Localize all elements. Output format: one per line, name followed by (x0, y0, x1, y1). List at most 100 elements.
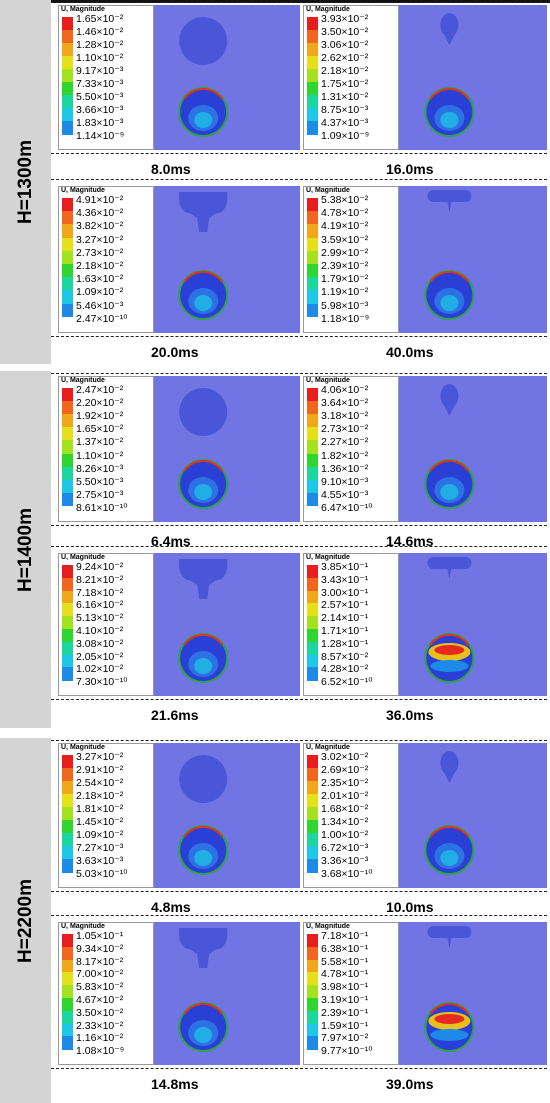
time-label: 21.6ms (151, 707, 199, 723)
target-inner-core (194, 850, 213, 866)
legend-value: 1.00×10⁻² (321, 829, 369, 841)
legend-color-bar (307, 934, 318, 1050)
projectile-drip (447, 938, 452, 948)
legend-color-cell (307, 388, 318, 402)
simulation-field (178, 559, 229, 683)
target-top-stress (183, 1002, 224, 1015)
group-2: H=1400m U, Magnitude 2.47×10⁻² 2.20×10⁻² 1.9… (0, 371, 550, 728)
target-inner-core (194, 1027, 213, 1043)
target-impact-core (434, 1014, 465, 1024)
legend-value: 7.97×10⁻² (321, 1032, 369, 1045)
simulation-panel: U, Magnitude 1.65×10⁻² 1.46×10⁻² 1.28×10⁻² 1… (58, 5, 300, 150)
legend-color-cell (62, 1036, 73, 1050)
legend-value: 3.66×10⁻³ (76, 104, 124, 116)
projectile-body (440, 13, 459, 37)
legend-value: 3.93×10⁻² (321, 13, 369, 25)
legend-value: 1.81×10⁻² (76, 803, 124, 815)
legend-value: 7.30×10⁻¹⁰ (76, 676, 128, 689)
legend-title: U, Magnitude (306, 6, 350, 13)
legend-value: 4.06×10⁻² (321, 384, 369, 396)
legend-title: U, Magnitude (306, 554, 350, 561)
legend-color-cell (307, 290, 318, 305)
legend-value: 6.38×10⁻¹ (321, 942, 369, 955)
legend-color-cell (62, 69, 73, 83)
color-legend: U, Magnitude 1.05×10⁻¹ 9.34×10⁻² 8.17×10⁻² 7… (58, 922, 154, 1065)
legend-value: 5.13×10⁻² (76, 612, 124, 625)
legend-color-cell (307, 440, 318, 454)
target-top-stress (183, 825, 224, 838)
color-legend: U, Magnitude 5.38×10⁻² 4.78×10⁻² 4.19×10⁻² 3… (303, 186, 399, 333)
simulation-panel: U, Magnitude 3.27×10⁻² 2.91×10⁻² 2.54×10⁻² 2… (58, 743, 300, 888)
legend-color-cell (307, 211, 318, 225)
legend-value: 1.28×10⁻¹ (321, 637, 369, 650)
color-legend: U, Magnitude 9.24×10⁻² 8.21×10⁻² 7.18×10⁻² 6… (58, 553, 154, 696)
target-top-stress (183, 633, 224, 646)
legend-value: 1.37×10⁻² (76, 436, 124, 449)
legend-value: 4.28×10⁻² (321, 663, 369, 676)
legend-color-cell (307, 1010, 318, 1025)
legend-value: 8.17×10⁻² (76, 955, 124, 968)
legend-color-cell (62, 414, 73, 428)
legend-color-cell (307, 781, 318, 795)
simulation-panel: U, Magnitude 4.06×10⁻² 3.64×10⁻² 3.18×10⁻² 2… (303, 376, 547, 522)
legend-value: 2.69×10⁻² (321, 764, 369, 776)
legend-value: 7.33×10⁻³ (76, 78, 124, 90)
legend-value: 2.05×10⁻² (76, 650, 124, 663)
simulation-panel: U, Magnitude 3.02×10⁻² 2.69×10⁻² 2.35×10⁻² 2… (303, 743, 547, 888)
simulation-panel: U, Magnitude 3.85×10⁻¹ 3.43×10⁻¹ 3.00×10⁻¹ 2… (303, 553, 547, 696)
target-inner-core (440, 850, 459, 866)
legend-value: 4.55×10⁻³ (321, 488, 369, 501)
legend-value: 1.65×10⁻² (76, 423, 124, 436)
legend-color-cell (62, 250, 73, 265)
simulation-field (178, 755, 229, 875)
legend-value: 2.91×10⁻² (76, 764, 124, 776)
legend-value: 5.58×10⁻¹ (321, 955, 369, 968)
legend-color-cell (307, 846, 318, 860)
target-top-stress (183, 87, 224, 100)
group-3: H=2200m U, Magnitude 3.27×10⁻² 2.91×10⁻² 2.5… (0, 738, 550, 1103)
legend-value: 3.36×10⁻³ (321, 855, 369, 867)
target-inner-core (440, 295, 459, 311)
target-top-stress (429, 459, 470, 472)
legend-value: 2.57×10⁻¹ (321, 599, 369, 612)
legend-color-cell (62, 998, 73, 1012)
legend-color-cell (62, 1010, 73, 1025)
legend-value: 2.27×10⁻² (321, 436, 369, 449)
legend-value: 5.50×10⁻³ (76, 475, 124, 488)
legend-value: 2.14×10⁻¹ (321, 612, 369, 625)
projectile-flattened (427, 190, 472, 202)
legend-color-cell (307, 654, 318, 668)
legend-value: 1.09×10⁻² (76, 829, 124, 841)
legend-color-cell (307, 807, 318, 821)
legend-color-bar (62, 198, 73, 318)
legend-title: U, Magnitude (306, 187, 350, 194)
legend-value: 3.63×10⁻³ (76, 855, 124, 867)
legend-value: 3.27×10⁻² (76, 751, 124, 763)
time-label: 39.0ms (386, 1076, 434, 1092)
legend-value: 1.28×10⁻² (76, 39, 124, 51)
legend-color-cell (62, 629, 73, 643)
legend-color-cell (307, 577, 318, 592)
legend-value: 8.21×10⁻² (76, 573, 124, 586)
legend-value: 3.43×10⁻¹ (321, 573, 369, 586)
legend-color-cell (62, 30, 73, 44)
legend-color-cell (307, 264, 318, 278)
legend-color-cell (62, 401, 73, 415)
legend-color-cell (62, 43, 73, 57)
projectile-body (440, 384, 459, 408)
projectile-mushroom (178, 928, 228, 968)
altitude-label: H=1300m (14, 140, 36, 224)
legend-value: 2.47×10⁻¹⁰ (76, 312, 128, 325)
legend-value: 1.46×10⁻² (76, 26, 124, 38)
simulation-panel: U, Magnitude 1.05×10⁻¹ 9.34×10⁻² 8.17×10⁻² 7… (58, 922, 300, 1065)
color-legend: U, Magnitude 4.91×10⁻² 4.36×10⁻² 3.82×10⁻² 3… (58, 186, 154, 333)
legend-value: 4.67×10⁻² (76, 994, 124, 1006)
dashed-separator (51, 740, 547, 741)
dashed-separator (51, 699, 547, 700)
legend-color-cell (62, 121, 73, 135)
legend-title: U, Magnitude (306, 377, 350, 384)
legend-value: 1.75×10⁻² (321, 78, 369, 90)
target-top-stress (183, 459, 224, 472)
legend-value: 1.09×10⁻⁹ (321, 130, 370, 142)
legend-color-cell (307, 277, 318, 291)
